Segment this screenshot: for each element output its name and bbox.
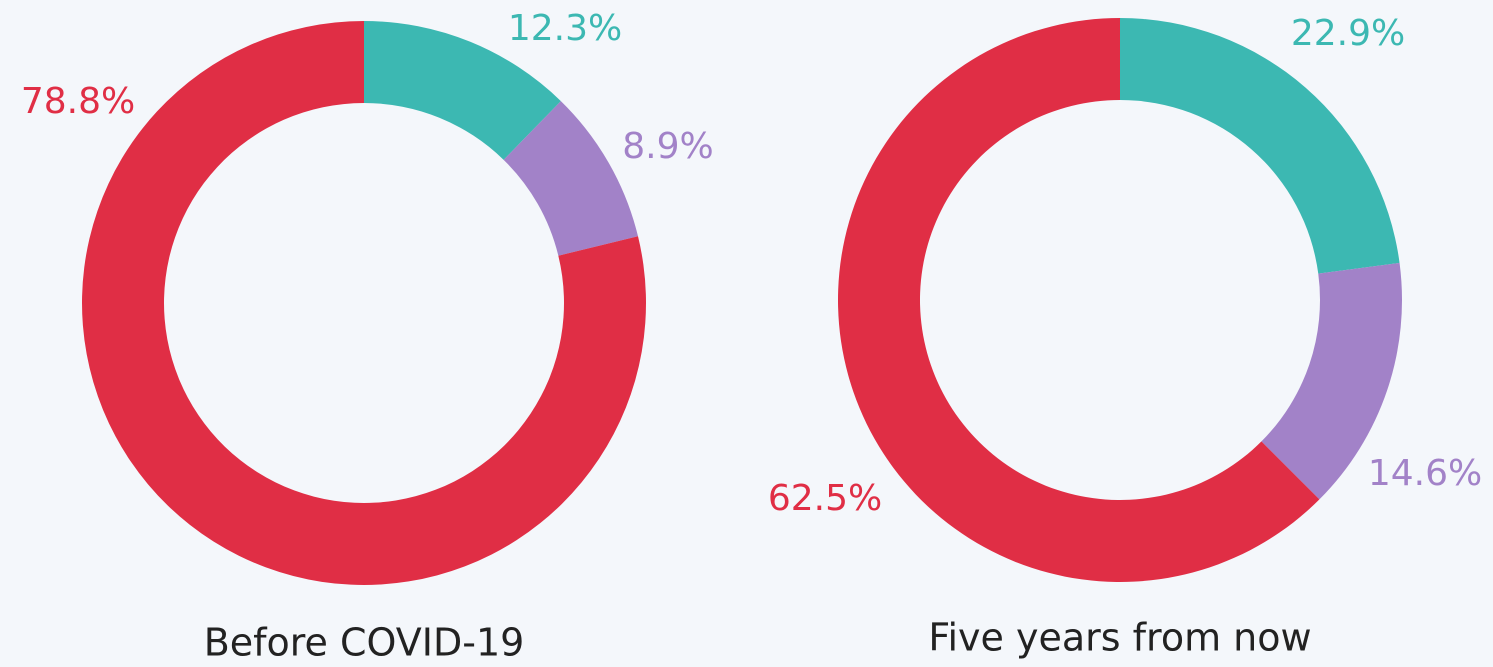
donut-slice	[837, 18, 1320, 582]
value-label: 62.5%	[768, 478, 882, 519]
donut-slice	[1120, 18, 1400, 274]
donut-slice	[503, 101, 639, 256]
value-label: 12.3%	[508, 8, 622, 49]
value-label: 22.9%	[1291, 13, 1405, 54]
donut-slice	[364, 21, 561, 160]
value-label: 14.6%	[1368, 453, 1482, 494]
chart-title: Before COVID-19	[204, 621, 525, 665]
value-label: 8.9%	[622, 126, 713, 167]
value-label: 78.8%	[21, 81, 135, 122]
donut-slice	[1261, 262, 1402, 500]
chart-title: Five years from now	[928, 616, 1311, 660]
